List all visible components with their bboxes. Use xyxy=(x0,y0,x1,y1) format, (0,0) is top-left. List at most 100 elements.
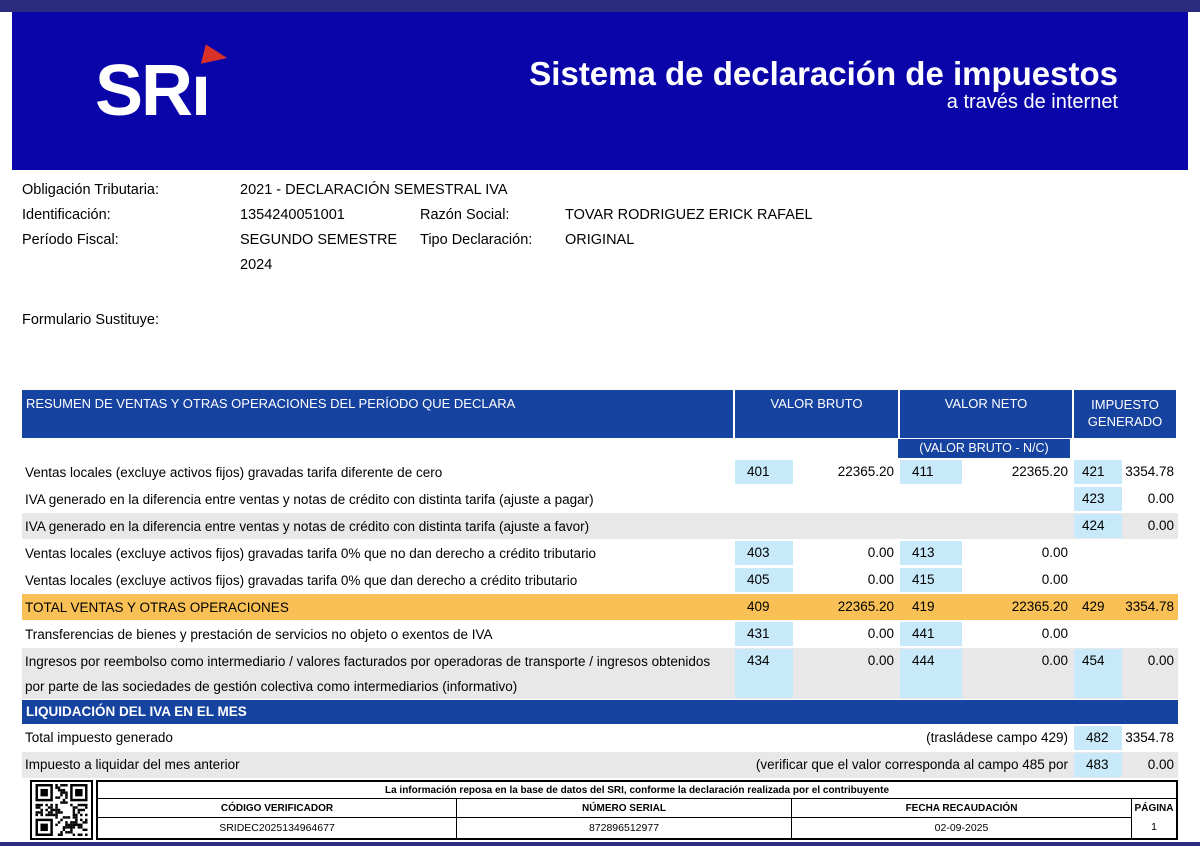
valor-neto-code xyxy=(898,513,964,539)
valor-neto-value: 0.00 xyxy=(1041,545,1068,560)
col-impuesto-generado: IMPUESTO GENERADO xyxy=(1074,390,1176,438)
valor-neto-value: 22365.20 xyxy=(1011,464,1068,479)
impuesto-code: 421 xyxy=(1072,459,1124,485)
sales-table-body: Ventas locales (excluye activos fijos) g… xyxy=(22,459,1178,699)
valor-neto-code xyxy=(898,486,964,512)
valor-bruto-value: 22365.20 xyxy=(837,464,894,479)
row-description: Total impuesto generado xyxy=(25,730,173,745)
qr-code-icon xyxy=(35,784,88,836)
row-description: Ventas locales (excluye activos fijos) g… xyxy=(25,465,443,480)
impuesto-value xyxy=(1124,567,1178,593)
system-title: Sistema de declaración de impuestos xyxy=(529,54,1118,92)
impuesto-code: 424 xyxy=(1072,513,1124,539)
system-subtitle: a través de internet xyxy=(946,90,1118,113)
valor-bruto-value: 0.00 xyxy=(867,653,894,668)
col-valor-bruto: VALOR BRUTO xyxy=(735,390,898,438)
sales-row: IVA generado en la diferencia entre vent… xyxy=(22,513,1178,539)
footer-column-header: FECHA RECAUDACIÓN xyxy=(792,799,1131,818)
impuesto-code xyxy=(1072,540,1124,566)
impuesto-code: 429 xyxy=(1082,599,1105,614)
footer-column-value: 02-09-2025 xyxy=(934,822,989,834)
valor-bruto-code: 431 xyxy=(733,621,795,647)
valor-bruto-code: 434 xyxy=(733,648,795,699)
razon-social-value: TOVAR RODRIGUEZ ERICK RAFAEL xyxy=(565,207,813,223)
valor-neto-code: 444 xyxy=(898,648,964,699)
sri-logo-text: SRı xyxy=(95,51,211,131)
obligacion-value: 2021 - DECLARACIÓN SEMESTRAL IVA xyxy=(240,182,508,198)
liquidacion-body: Total impuesto generado (trasládese campo… xyxy=(22,725,1178,778)
valor-bruto-value: 0.00 xyxy=(867,545,894,560)
valor-bruto-code: 401 xyxy=(733,459,795,485)
tipo-declaracion-label: Tipo Declaración: xyxy=(420,232,533,248)
footer-column: NÚMERO SERIAL 872896512977 xyxy=(456,799,791,838)
obligacion-label: Obligación Tributaria: xyxy=(22,182,160,198)
row-description: Ingresos por reembolso como intermediari… xyxy=(25,654,711,694)
impuesto-value: 0.00 xyxy=(1147,653,1174,668)
valor-neto-code: 413 xyxy=(898,540,964,566)
sales-row: IVA generado en la diferencia entre vent… xyxy=(22,486,1178,512)
impuesto-value xyxy=(1124,540,1178,566)
top-navy-strip xyxy=(0,0,1200,12)
valor-bruto-code xyxy=(733,486,795,512)
row-description: Impuesto a liquidar del mes anterior xyxy=(25,757,240,772)
footer-column-header: PÁGINA xyxy=(1134,803,1174,814)
impuesto-value xyxy=(1124,621,1178,647)
bottom-navy-strip xyxy=(0,842,1200,846)
valor-neto-code: 415 xyxy=(898,567,964,593)
sales-table-subheader: (VALOR BRUTO - N/C) xyxy=(22,439,1178,458)
footer-column-header: NÚMERO SERIAL xyxy=(457,799,791,818)
footer-column-value: 1 xyxy=(1151,821,1157,833)
sales-row: Ventas locales (excluye activos fijos) g… xyxy=(22,567,1178,593)
footer-column: PÁGINA 1 xyxy=(1131,799,1176,838)
footer-column: FECHA RECAUDACIÓN 02-09-2025 xyxy=(791,799,1131,838)
sales-row: Ingresos por reembolso como intermediari… xyxy=(22,648,1178,699)
sri-logo: SRı xyxy=(95,44,255,127)
liquidacion-title: LIQUIDACIÓN DEL IVA EN EL MES xyxy=(22,700,1178,724)
liquidacion-row: Total impuesto generado (trasládese campo… xyxy=(22,725,1178,751)
sales-row: Transferencias de bienes y prestación de… xyxy=(22,621,1178,647)
impuesto-code: 454 xyxy=(1072,648,1124,699)
tipo-declaracion-value: ORIGINAL xyxy=(565,232,635,248)
declaration-info: Obligación Tributaria: 2021 - DECLARACIÓ… xyxy=(22,178,1178,333)
field-code: 482 xyxy=(1072,725,1124,751)
sales-table-header: RESUMEN DE VENTAS Y OTRAS OPERACIONES DE… xyxy=(22,390,1178,438)
valor-neto-value: 0.00 xyxy=(1041,572,1068,587)
identificacion-value: 1354240051001 xyxy=(240,207,345,223)
valor-neto-code: 441 xyxy=(898,621,964,647)
footer-disclaimer: La información reposa en la base de dato… xyxy=(98,782,1176,799)
sales-summary-table: RESUMEN DE VENTAS Y OTRAS OPERACIONES DE… xyxy=(22,390,1178,700)
footer-column-value: SRIDEC2025134964677 xyxy=(219,822,335,834)
valor-bruto-value: 0.00 xyxy=(867,626,894,641)
valor-neto-code: 411 xyxy=(898,459,964,485)
row-description: TOTAL VENTAS Y OTRAS OPERACIONES xyxy=(25,600,289,615)
footer-column-header: CÓDIGO VERIFICADOR xyxy=(98,799,456,818)
impuesto-code xyxy=(1072,567,1124,593)
info-spacer xyxy=(22,278,1178,308)
valor-neto-value xyxy=(964,486,1072,512)
valor-bruto-value xyxy=(795,513,898,539)
masthead-titles: Sistema de declaración de impuestos a tr… xyxy=(255,55,1188,114)
valor-bruto-code xyxy=(733,513,795,539)
impuesto-value: 0.00 xyxy=(1147,491,1174,506)
footer-column-value: 872896512977 xyxy=(588,822,660,834)
footer-verification-table: La información reposa en la base de dato… xyxy=(96,780,1178,840)
valor-neto-value xyxy=(964,513,1072,539)
valor-bruto-code: 403 xyxy=(733,540,795,566)
masthead: SRı Sistema de declaración de impuestos … xyxy=(12,12,1188,170)
sales-row: TOTAL VENTAS Y OTRAS OPERACIONES 409 22365… xyxy=(22,594,1178,620)
valor-neto-value: 0.00 xyxy=(1041,626,1068,641)
impuesto-value: 0.00 xyxy=(1147,518,1174,533)
valor-bruto-value xyxy=(795,486,898,512)
row-description: Transferencias de bienes y prestación de… xyxy=(25,627,493,642)
periodo-fiscal-value: SEGUNDO SEMESTRE 2024 xyxy=(240,232,398,273)
razon-social-label: Razón Social: xyxy=(420,207,510,223)
row-description: IVA generado en la diferencia entre vent… xyxy=(25,492,594,507)
footer-column: CÓDIGO VERIFICADOR SRIDEC2025134964677 xyxy=(98,799,456,838)
identificacion-label: Identificación: xyxy=(22,207,111,223)
impuesto-code xyxy=(1072,621,1124,647)
row-description: Ventas locales (excluye activos fijos) g… xyxy=(25,573,578,588)
col-valor-neto: VALOR NETO xyxy=(900,390,1072,438)
valor-bruto-code: 409 xyxy=(747,599,770,614)
sales-row: Ventas locales (excluye activos fijos) g… xyxy=(22,459,1178,485)
